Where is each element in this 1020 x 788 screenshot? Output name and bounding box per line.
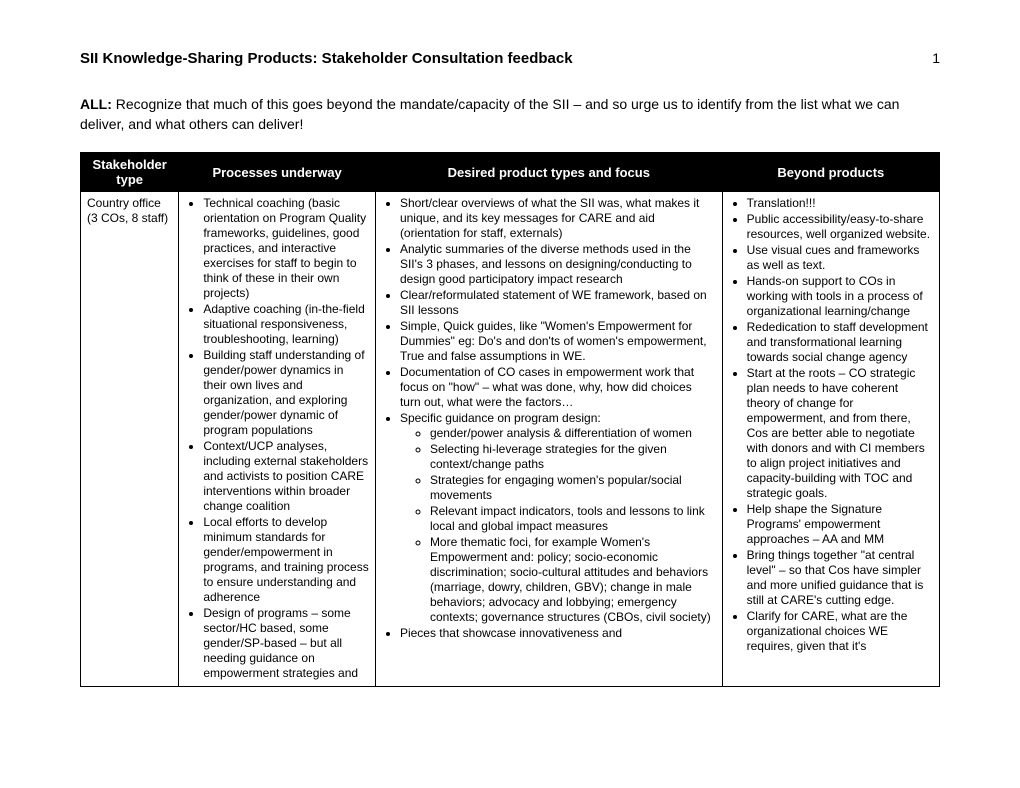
- intro-bold: ALL:: [80, 96, 112, 112]
- list-item: gender/power analysis & differentiation …: [430, 426, 716, 441]
- list-item: Relevant impact indicators, tools and le…: [430, 504, 716, 534]
- processes-list: Technical coaching (basic orientation on…: [185, 196, 369, 681]
- list-item: Selecting hi-leverage strategies for the…: [430, 442, 716, 472]
- consultation-table: Stakeholder type Processes underway Desi…: [80, 152, 940, 687]
- list-item: Bring things together "at central level"…: [747, 548, 933, 608]
- th-beyond: Beyond products: [722, 153, 939, 192]
- list-item: Simple, Quick guides, like "Women's Empo…: [400, 319, 716, 364]
- list-item: Analytic summaries of the diverse method…: [400, 242, 716, 287]
- list-item: Short/clear overviews of what the SII wa…: [400, 196, 716, 241]
- list-item: Pieces that showcase innovativeness and: [400, 626, 716, 641]
- list-item: Hands-on support to COs in working with …: [747, 274, 933, 319]
- list-item: Context/UCP analyses, including external…: [203, 439, 369, 514]
- stakeholder-sub: (3 COs, 8 staff): [87, 211, 172, 226]
- list-item: Clear/reformulated statement of WE frame…: [400, 288, 716, 318]
- list-item: Local efforts to develop minimum standar…: [203, 515, 369, 605]
- list-item: Technical coaching (basic orientation on…: [203, 196, 369, 301]
- list-item: More thematic foci, for example Women's …: [430, 535, 716, 625]
- desired-list: Short/clear overviews of what the SII wa…: [382, 196, 716, 641]
- list-item: Help shape the Signature Programs' empow…: [747, 502, 933, 547]
- th-processes: Processes underway: [179, 153, 376, 192]
- list-item: Adaptive coaching (in-the-field situatio…: [203, 302, 369, 347]
- list-item: Start at the roots – CO strategic plan n…: [747, 366, 933, 501]
- table-row: Country office (3 COs, 8 staff) Technica…: [81, 192, 940, 687]
- document-title: SII Knowledge-Sharing Products: Stakehol…: [80, 50, 573, 67]
- list-item: Translation!!!: [747, 196, 933, 211]
- beyond-list: Translation!!!Public accessibility/easy-…: [729, 196, 933, 654]
- list-item: Clarify for CARE, what are the organizat…: [747, 609, 933, 654]
- cell-beyond: Translation!!!Public accessibility/easy-…: [722, 192, 939, 687]
- list-item: Design of programs – some sector/HC base…: [203, 606, 369, 681]
- page-number: 1: [932, 50, 940, 66]
- list-item: Public accessibility/easy-to-share resou…: [747, 212, 933, 242]
- desired-sublist: gender/power analysis & differentiation …: [400, 426, 716, 625]
- intro-paragraph: ALL: Recognize that much of this goes be…: [80, 95, 940, 134]
- cell-stakeholder: Country office (3 COs, 8 staff): [81, 192, 179, 687]
- th-desired: Desired product types and focus: [375, 153, 722, 192]
- cell-desired: Short/clear overviews of what the SII wa…: [375, 192, 722, 687]
- header-row: SII Knowledge-Sharing Products: Stakehol…: [80, 50, 940, 67]
- list-item: Specific guidance on program design:gend…: [400, 411, 716, 625]
- list-item: Rededication to staff development and tr…: [747, 320, 933, 365]
- list-item: Documentation of CO cases in empowerment…: [400, 365, 716, 410]
- stakeholder-main: Country office: [87, 196, 172, 211]
- th-stakeholder: Stakeholder type: [81, 153, 179, 192]
- intro-text: Recognize that much of this goes beyond …: [80, 96, 899, 132]
- list-item: Strategies for engaging women's popular/…: [430, 473, 716, 503]
- cell-processes: Technical coaching (basic orientation on…: [179, 192, 376, 687]
- list-item: Building staff understanding of gender/p…: [203, 348, 369, 438]
- list-item: Use visual cues and frameworks as well a…: [747, 243, 933, 273]
- table-header-row: Stakeholder type Processes underway Desi…: [81, 153, 940, 192]
